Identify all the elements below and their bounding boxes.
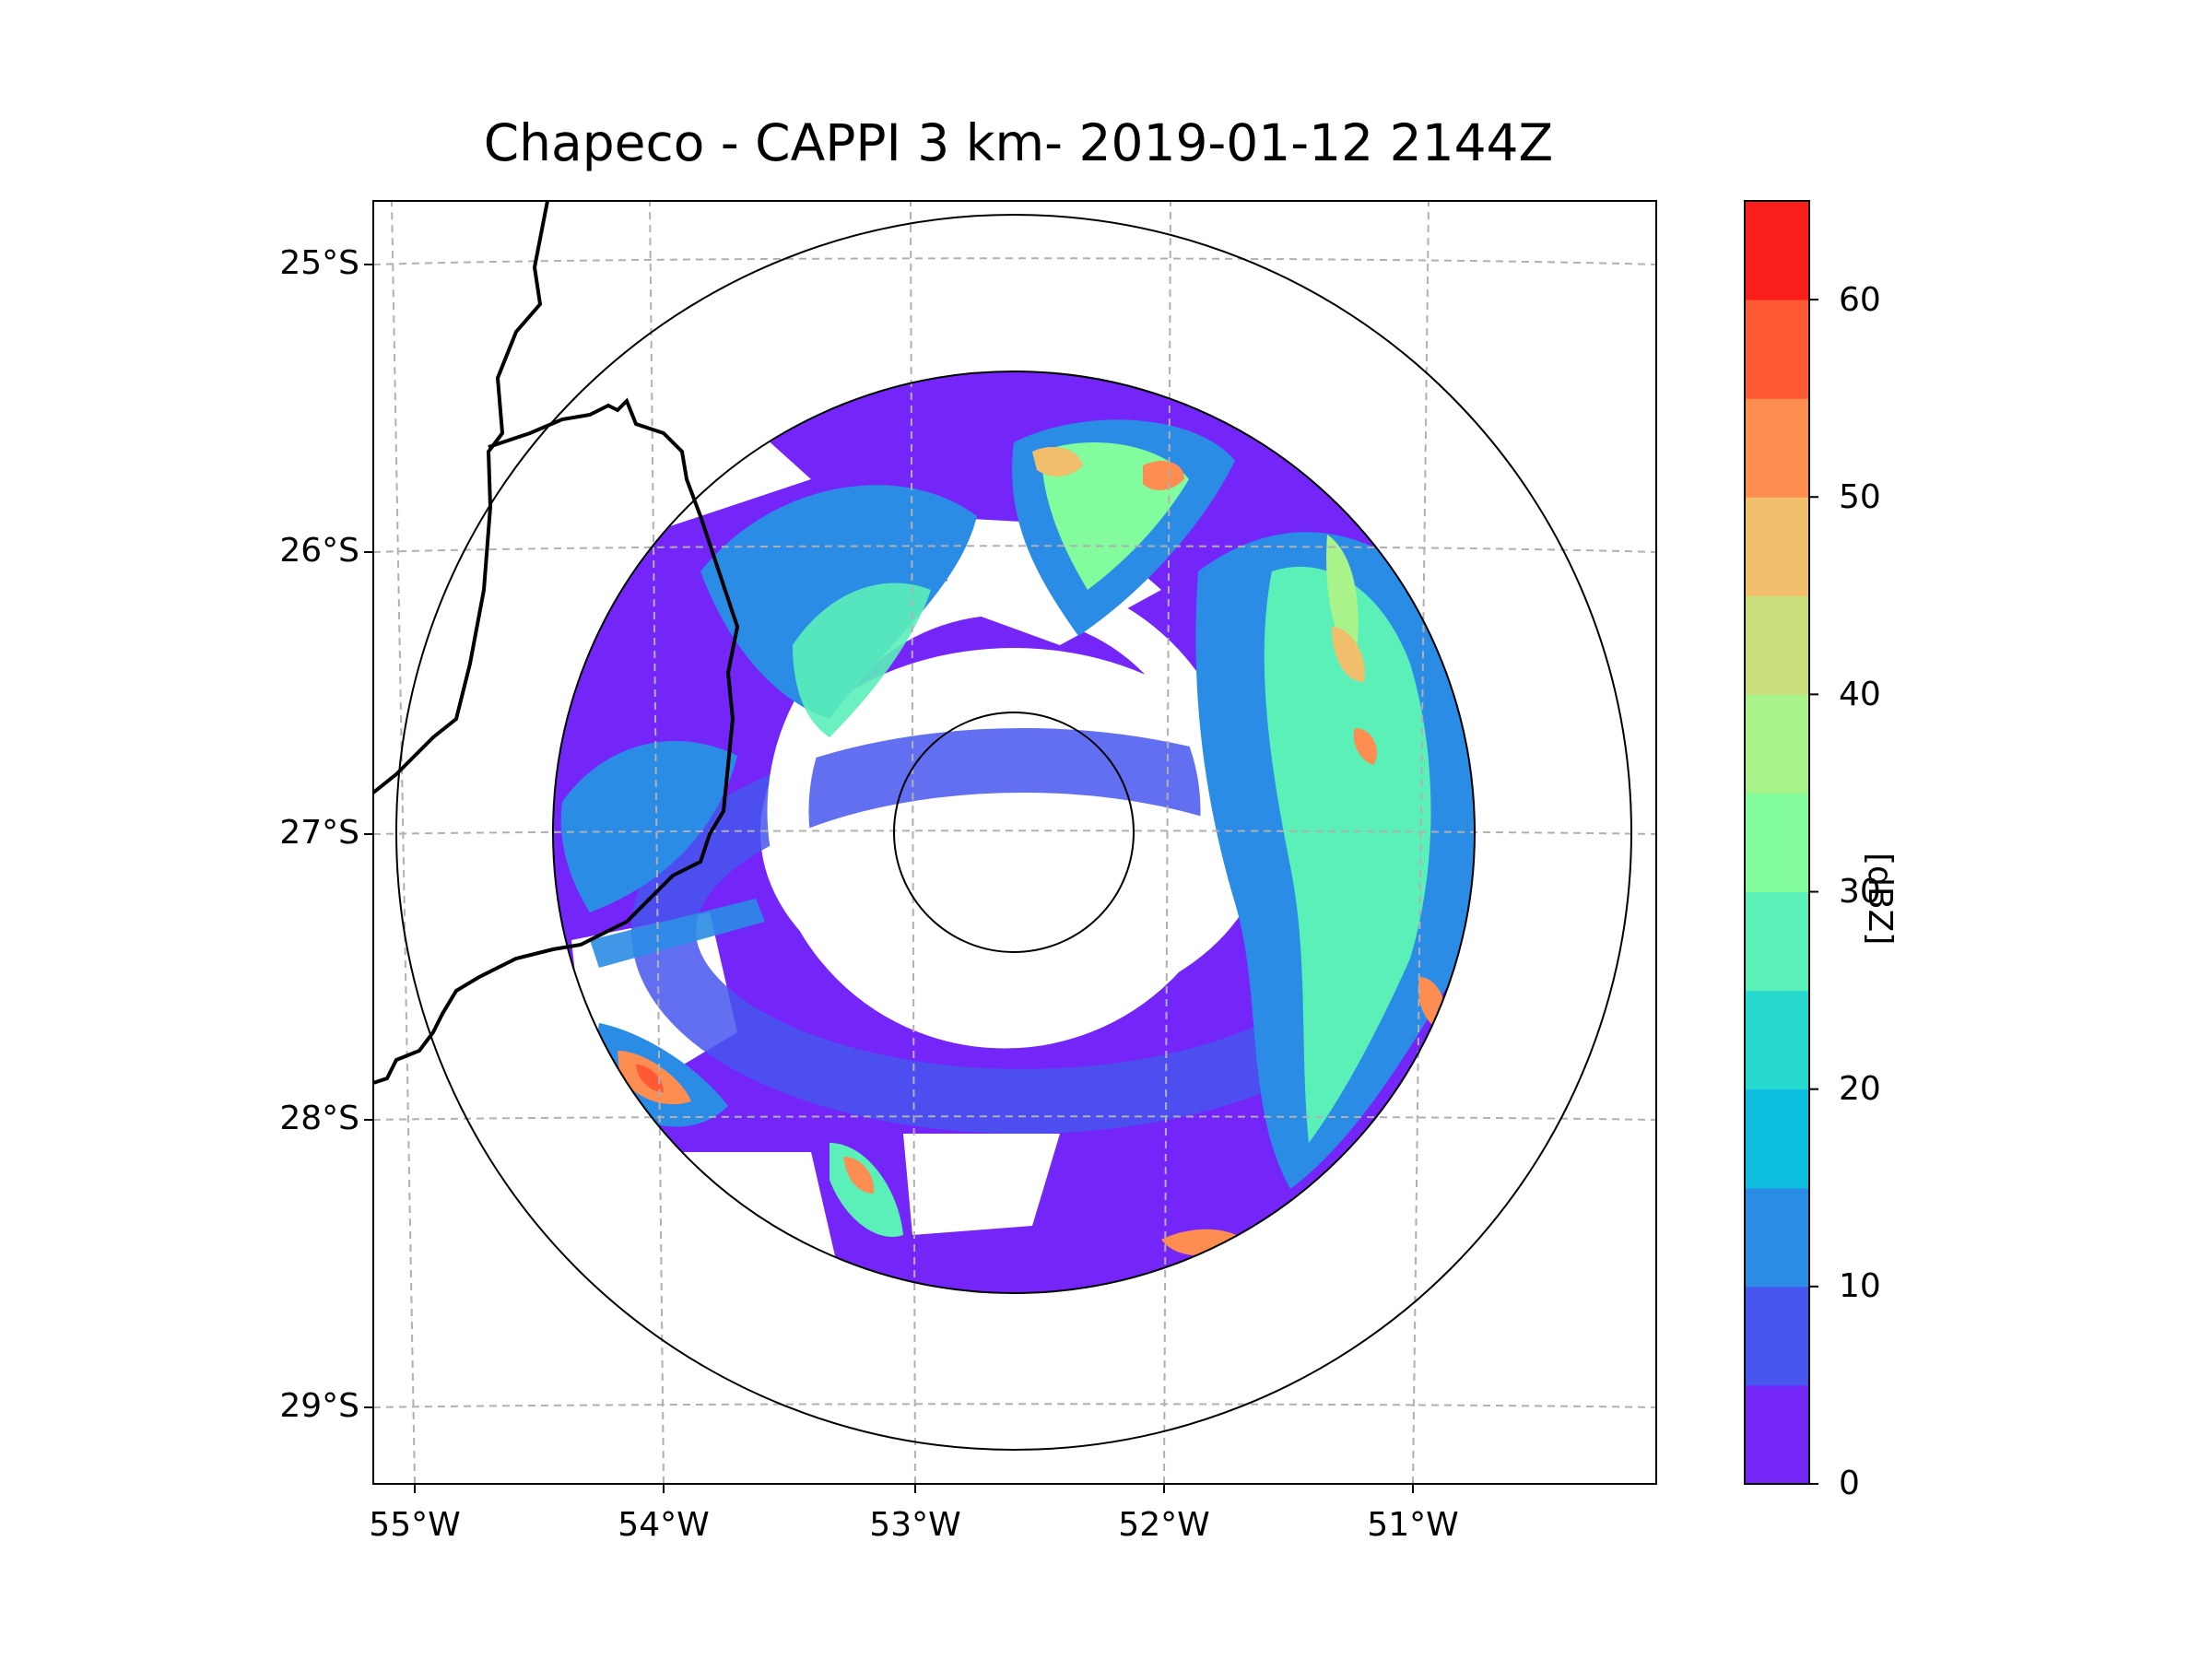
colorbar-tick-label: 10	[1839, 1267, 1881, 1305]
x-tick-label: 52°W	[1118, 1506, 1210, 1544]
echo-northeast-peak-2	[1143, 461, 1184, 490]
echo-gap-south	[903, 1134, 1060, 1235]
map-frame	[372, 200, 1657, 1485]
colorbar-level	[1745, 1187, 1809, 1288]
colorbar-tick-label: 20	[1839, 1070, 1881, 1108]
range-ring-inner	[893, 712, 1135, 953]
colorbar-tick-label: 40	[1839, 676, 1881, 713]
colorbar-level	[1745, 300, 1809, 399]
echo-east-core	[1264, 566, 1431, 1143]
echo-northeast-peak	[1032, 447, 1083, 477]
colorbar-level	[1745, 1286, 1809, 1386]
chart-title: Chapeco - CAPPI 3 km- 2019-01-12 2144Z	[483, 113, 1554, 172]
colorbar	[1745, 201, 1818, 1485]
echo-east-peak-2	[1353, 728, 1377, 765]
colorbar-level	[1745, 793, 1809, 893]
echo-south-peak	[843, 1157, 875, 1194]
axis-ticks	[364, 264, 1414, 1493]
colorbar-tick-label: 60	[1839, 281, 1881, 319]
colorbar-level	[1745, 595, 1809, 695]
y-tick-label: 27°S	[279, 814, 359, 852]
colorbar-level	[1745, 990, 1809, 1090]
colorbar-tick-label: 0	[1839, 1465, 1860, 1502]
colorbar-tick-label: 30	[1839, 873, 1881, 911]
y-tick-label: 28°S	[279, 1100, 359, 1137]
range-ring-middle	[552, 371, 1476, 1294]
colorbar-level	[1745, 398, 1809, 498]
x-tick-label: 54°W	[618, 1506, 710, 1544]
colorbar-level	[1745, 201, 1809, 300]
x-tick-label: 51°W	[1367, 1506, 1459, 1544]
colorbar-frame	[1744, 200, 1810, 1485]
radar-echo-layer	[553, 371, 1475, 1293]
border-line-interior	[373, 397, 740, 1085]
colorbar-level	[1745, 694, 1809, 794]
echo-southwest-core	[636, 1065, 664, 1092]
colorbar-label: [dBZ]	[1861, 853, 1899, 946]
border-line	[373, 201, 549, 794]
echo-east-peak	[1332, 627, 1365, 682]
y-tick-label: 26°S	[279, 532, 359, 570]
echo-west-band	[560, 741, 737, 912]
y-tick-label: 29°S	[279, 1387, 359, 1425]
x-tick-label: 53°W	[869, 1506, 961, 1544]
colorbar-level	[1745, 1384, 1809, 1485]
colorbar-tick-label: 50	[1839, 478, 1881, 516]
colorbar-level	[1745, 497, 1809, 596]
range-ring-outer	[395, 214, 1632, 1451]
echo-west-streak	[590, 899, 765, 968]
colorbar-level	[1745, 891, 1809, 992]
echo-east-strip	[1326, 535, 1359, 664]
x-tick-label: 55°W	[369, 1506, 461, 1544]
colorbar-level	[1745, 1088, 1809, 1189]
echo-north-band-core	[793, 582, 931, 737]
y-tick-label: 25°S	[279, 244, 359, 282]
